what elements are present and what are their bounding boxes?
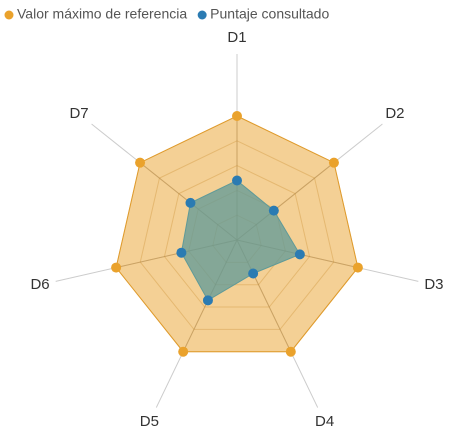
data-point [352,262,363,273]
axis-label: D2 [385,105,404,122]
data-point [176,247,187,258]
axis-label: D6 [30,276,49,293]
legend-label: Puntaje consultado [210,6,329,22]
data-point [185,197,196,208]
axis-label: D4 [315,413,334,427]
grid-line [139,140,335,330]
grid-line [115,115,359,353]
axis-label: D3 [424,276,443,293]
data-point [328,157,339,168]
legend-label: Valor máximo de referencia [17,6,187,22]
data-point [232,175,242,186]
axis-label: D1 [227,29,246,46]
data-point [111,262,122,273]
axis-label: D7 [69,105,88,122]
data-point [232,111,242,121]
legend-swatch [4,10,14,20]
data-point [285,346,296,357]
data-point [135,157,146,168]
data-point [178,346,189,357]
grid-line [163,165,311,308]
data-point [294,249,305,260]
data-point [202,295,213,306]
legend-swatch [197,10,207,20]
data-point [268,205,279,216]
axis-label: D5 [140,413,159,427]
data-point [248,268,259,279]
